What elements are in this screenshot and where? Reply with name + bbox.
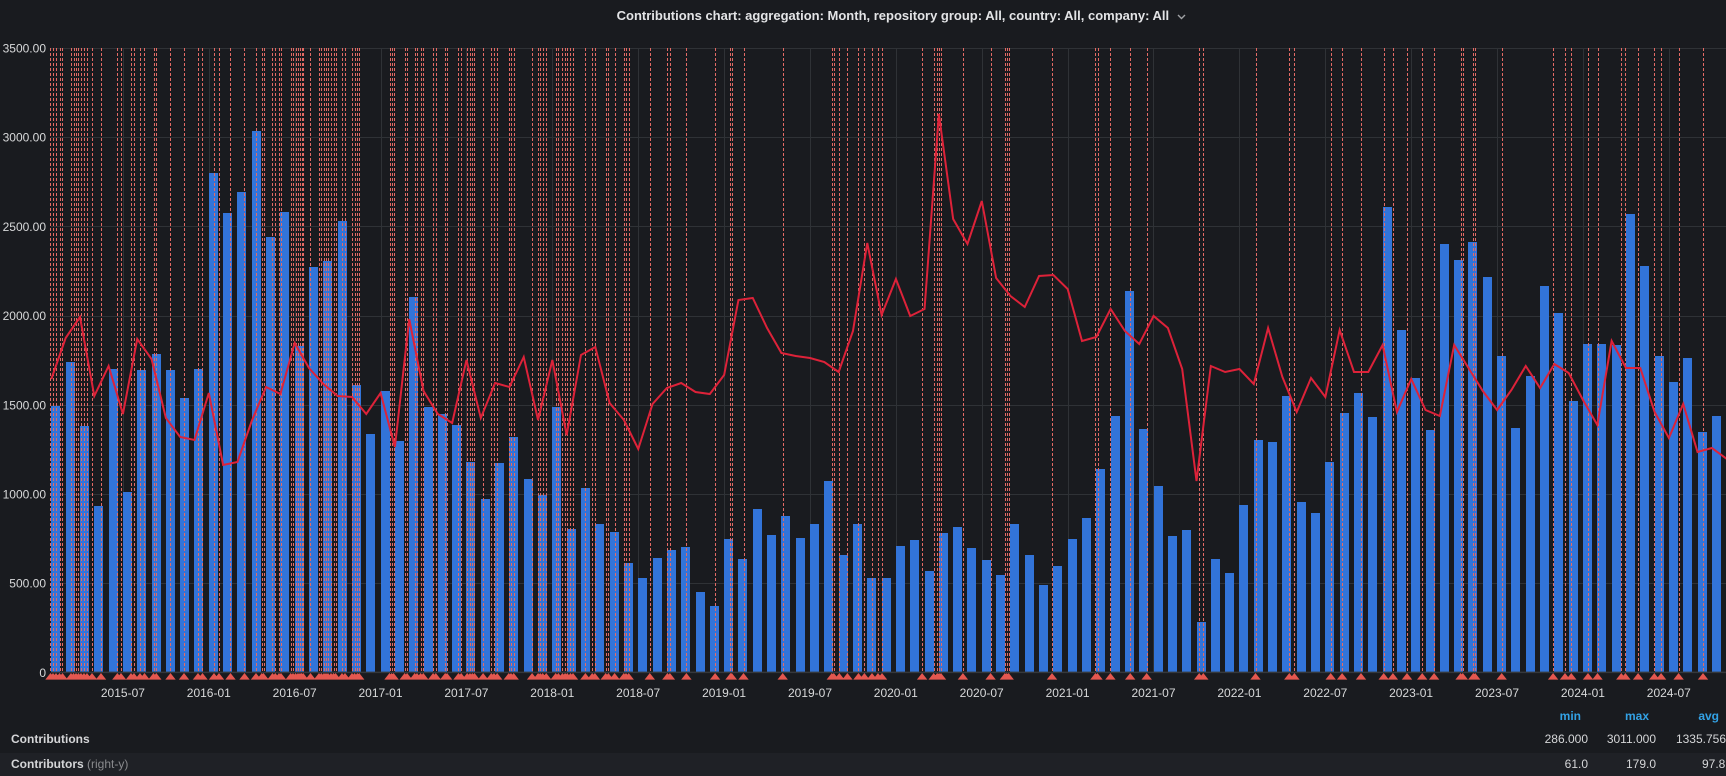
svg-text:2017-01: 2017-01 (358, 686, 402, 700)
svg-text:2020-07: 2020-07 (960, 686, 1004, 700)
svg-text:2023-01: 2023-01 (1389, 686, 1433, 700)
svg-text:2016-01: 2016-01 (187, 686, 231, 700)
svg-text:2018-07: 2018-07 (616, 686, 660, 700)
svg-text:2022-07: 2022-07 (1303, 686, 1347, 700)
svg-text:2016-07: 2016-07 (273, 686, 317, 700)
svg-text:1000.00: 1000.00 (3, 488, 47, 502)
svg-text:500.00: 500.00 (9, 577, 46, 591)
svg-text:2019-07: 2019-07 (788, 686, 832, 700)
svg-text:2021-07: 2021-07 (1131, 686, 1175, 700)
svg-text:2015-07: 2015-07 (101, 686, 145, 700)
svg-text:2020-01: 2020-01 (874, 686, 918, 700)
svg-text:2022-01: 2022-01 (1217, 686, 1261, 700)
svg-text:2023-07: 2023-07 (1475, 686, 1519, 700)
svg-text:2017-07: 2017-07 (444, 686, 488, 700)
svg-text:2500.00: 2500.00 (3, 220, 47, 234)
svg-text:3000.00: 3000.00 (3, 131, 47, 145)
svg-text:2000.00: 2000.00 (3, 309, 47, 323)
svg-text:2024-07: 2024-07 (1647, 686, 1691, 700)
svg-text:2021-01: 2021-01 (1046, 686, 1090, 700)
svg-text:1500.00: 1500.00 (3, 398, 47, 412)
svg-text:2018-01: 2018-01 (530, 686, 574, 700)
svg-text:0: 0 (39, 666, 46, 680)
svg-text:2019-01: 2019-01 (702, 686, 746, 700)
svg-text:3500.00: 3500.00 (3, 42, 47, 56)
svg-text:2024-01: 2024-01 (1561, 686, 1605, 700)
